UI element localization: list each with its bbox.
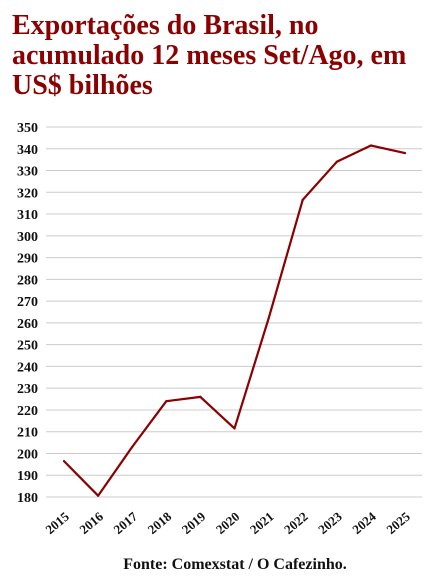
data-point — [62, 459, 66, 463]
y-axis-ticks: 180 190 200 210 220 230 240 250 260 270 280 290 300 3… — [17, 121, 38, 506]
x-tick-label: 2024 — [349, 508, 379, 537]
x-tick-label: 2019 — [179, 508, 209, 537]
y-tick-label: 280 — [17, 273, 38, 288]
y-tick-label: 270 — [17, 295, 38, 310]
y-tick-label: 230 — [17, 382, 38, 397]
y-tick-label: 310 — [17, 208, 38, 223]
data-point — [267, 317, 270, 320]
grid-lines — [46, 126, 422, 498]
x-tick-label: 2017 — [111, 508, 141, 537]
y-tick-label: 210 — [17, 426, 38, 441]
y-tick-label: 320 — [17, 186, 38, 201]
y-tick-label: 350 — [17, 121, 38, 136]
x-tick-label: 2018 — [145, 508, 175, 537]
y-tick-label: 260 — [17, 317, 38, 332]
y-tick-label: 330 — [17, 165, 38, 180]
x-tick-label: 2016 — [76, 508, 106, 537]
x-tick-label: 2015 — [42, 508, 72, 537]
y-tick-label: 250 — [17, 339, 38, 354]
data-point — [165, 400, 168, 403]
series-layer — [62, 144, 407, 497]
y-tick-label: 180 — [17, 491, 38, 506]
x-tick-label: 2021 — [247, 509, 277, 537]
y-tick-label: 340 — [17, 143, 38, 158]
data-point — [403, 152, 407, 155]
source-note: Fonte: Comexstat / O Cafezinho. — [123, 556, 347, 573]
y-tick-label: 190 — [17, 469, 38, 484]
data-point — [369, 144, 372, 147]
y-tick-label: 220 — [17, 404, 38, 419]
x-axis-ticks: 2015 2016 2017 2018 2019 2020 2021 2022 2023 2024… — [42, 508, 413, 537]
data-point — [131, 445, 134, 449]
data-point — [199, 395, 202, 398]
y-tick-label: 300 — [17, 230, 38, 245]
series-line — [63, 144, 406, 497]
data-point — [233, 427, 236, 430]
y-tick-label: 200 — [17, 447, 38, 462]
y-tick-label: 240 — [17, 360, 38, 375]
data-point — [97, 494, 100, 497]
y-tick-label: 290 — [17, 252, 38, 267]
x-tick-label: 2020 — [213, 509, 243, 537]
data-point — [301, 198, 304, 202]
x-tick-label: 2023 — [315, 508, 345, 537]
data-point — [335, 160, 338, 163]
chart-title: Exportações do Brasil, no acumulado 12 m… — [12, 10, 407, 101]
x-tick-label: 2025 — [383, 508, 413, 537]
x-tick-label: 2022 — [281, 509, 311, 537]
